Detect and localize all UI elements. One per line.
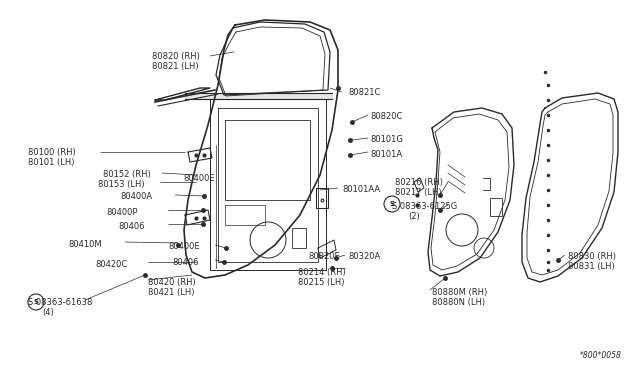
Text: 80320A: 80320A <box>348 252 380 261</box>
Text: 80406: 80406 <box>172 258 198 267</box>
Text: 80420C: 80420C <box>95 260 127 269</box>
Bar <box>292 228 306 248</box>
Text: 80820C: 80820C <box>370 112 403 121</box>
Text: 80101AA: 80101AA <box>342 185 380 194</box>
Text: 80101G: 80101G <box>370 135 403 144</box>
Text: 80215 (LH): 80215 (LH) <box>298 278 344 287</box>
Text: 80831 (LH): 80831 (LH) <box>568 262 615 271</box>
Text: 80152 (RH): 80152 (RH) <box>103 170 151 179</box>
Text: (2): (2) <box>408 212 420 221</box>
Text: 80410M: 80410M <box>68 240 102 249</box>
Text: 80217 (LH): 80217 (LH) <box>395 188 442 197</box>
Text: 80216 (RH): 80216 (RH) <box>395 178 443 187</box>
Text: 80830 (RH): 80830 (RH) <box>568 252 616 261</box>
Text: 80821 (LH): 80821 (LH) <box>152 62 198 71</box>
Bar <box>490 198 502 216</box>
Text: 80820 (RH): 80820 (RH) <box>152 52 200 61</box>
Text: 80421 (LH): 80421 (LH) <box>148 288 195 297</box>
Text: 80400P: 80400P <box>106 208 138 217</box>
Text: 80214 (RH): 80214 (RH) <box>298 268 346 277</box>
Text: *800*0058: *800*0058 <box>580 351 622 360</box>
Text: 80406: 80406 <box>118 222 145 231</box>
Text: 80880M (RH): 80880M (RH) <box>432 288 487 297</box>
Text: 80400A: 80400A <box>120 192 152 201</box>
Text: (4): (4) <box>42 308 54 317</box>
Text: 80400E: 80400E <box>183 174 214 183</box>
Text: 80821C: 80821C <box>348 88 380 97</box>
Text: 80101A: 80101A <box>370 150 402 159</box>
Text: 80880N (LH): 80880N (LH) <box>432 298 485 307</box>
Text: 80420 (RH): 80420 (RH) <box>148 278 196 287</box>
Text: S: S <box>33 299 38 305</box>
Text: 80820E: 80820E <box>308 252 340 261</box>
Text: S 08363-6125G: S 08363-6125G <box>392 202 457 211</box>
Text: 80153 (LH): 80153 (LH) <box>98 180 145 189</box>
Text: S 08363-61638: S 08363-61638 <box>28 298 92 307</box>
Text: 80100 (RH): 80100 (RH) <box>28 148 76 157</box>
Text: S: S <box>390 201 394 207</box>
Text: 80400E: 80400E <box>168 242 200 251</box>
Text: 80101 (LH): 80101 (LH) <box>28 158 74 167</box>
